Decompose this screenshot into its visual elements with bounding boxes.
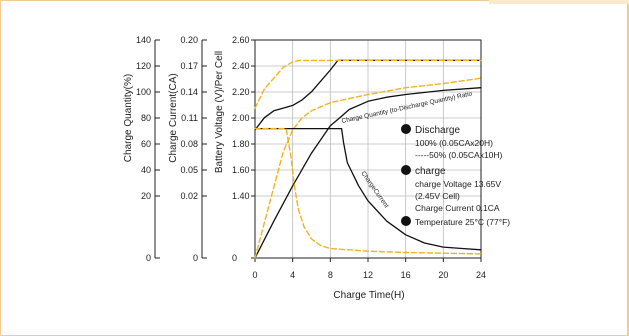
voltage-tick-label-5: 1.60 [232, 165, 250, 175]
charge-current-tick-label-1: 0.17 [180, 61, 198, 71]
series-lines [254, 59, 482, 259]
axes [154, 39, 482, 262]
charge-quantity-tick-label-6: 20 [141, 191, 151, 201]
charge-quantity-tick-label-3: 80 [141, 113, 151, 123]
voltage-tick-label-3: 2.00 [232, 113, 250, 123]
charge-current-tick-label-4: 0.08 [180, 139, 198, 149]
x-tick-label-8: 8 [328, 270, 333, 280]
charge-current-axis-title: Charge Current(CA) [168, 73, 179, 162]
x-tick-label-24: 24 [476, 270, 486, 280]
charge-quantity-tick-label-0: 140 [136, 35, 151, 45]
series-line-4 [254, 127, 482, 251]
legend-charge: charge charge Voltage 13.65V (2.45V Cell… [401, 165, 501, 213]
series-line-3 [254, 77, 482, 259]
series-line-1 [254, 59, 482, 109]
charge-current-tick-label-0: 0.20 [180, 35, 198, 45]
charge-current-tick-label-2: 0.14 [180, 87, 198, 97]
charge-current-tick-label-7: 0 [193, 253, 198, 263]
legend-bullet-temperature [401, 216, 411, 226]
legend-discharge-100: 100% (0.05CAx20H) [415, 138, 493, 148]
current-curve-label: ChargeCurrent [359, 170, 390, 209]
legend-charge-current: Charge Current 0.1CA [415, 203, 500, 213]
legend-charge-cell: (2.45V Cell) [415, 191, 460, 201]
voltage-tick-label-6: 1.40 [232, 191, 250, 201]
x-tick-label-16: 16 [401, 270, 411, 280]
x-tick-label-0: 0 [252, 270, 257, 280]
voltage-axis-title: Battery Voltage (V)/Per Cell [214, 51, 225, 173]
voltage-tick-label-0: 2.60 [232, 35, 250, 45]
legend-discharge-50: -----50% (0.05CAx10H) [415, 150, 503, 160]
legend: Discharge 100% (0.05CAx20H) -----50% (0.… [401, 124, 510, 227]
charge-quantity-tick-label-7: 0 [146, 253, 151, 263]
series-line-2 [254, 87, 482, 259]
legend-discharge: Discharge 100% (0.05CAx20H) -----50% (0.… [401, 124, 503, 160]
charge-quantity-axis-title: Charge Quantity(%) [123, 74, 134, 162]
charge-quantity-tick-label-2: 100 [136, 87, 151, 97]
legend-temperature: Temperature 25°C (77°F) [401, 216, 510, 227]
charge-quantity-tick-label-1: 120 [136, 61, 151, 71]
legend-temperature-text: Temperature 25°C (77°F) [415, 217, 510, 227]
x-tick-label-12: 12 [363, 270, 373, 280]
charge-current-tick-labels: 0.20 0.17 0.14 0.11 0.08 0.05 0.02 0 [180, 35, 198, 263]
legend-discharge-title: Discharge [415, 125, 460, 136]
series-line-5 [254, 127, 482, 255]
voltage-tick-label-2: 2.20 [232, 87, 250, 97]
legend-charge-voltage: charge Voltage 13.65V [415, 179, 501, 189]
legend-bullet-charge [401, 165, 411, 175]
legend-charge-title: charge [415, 166, 446, 177]
x-axis-title: Charge Time(H) [333, 290, 404, 301]
charge-quantity-tick-labels: 140 120 100 80 60 40 20 0 [136, 35, 151, 263]
x-tick-label-4: 4 [290, 270, 295, 280]
legend-bullet-discharge [401, 124, 411, 134]
charge-current-tick-label-5: 0.05 [180, 165, 198, 175]
voltage-tick-label-4: 1.80 [232, 139, 250, 149]
accent-strip [489, 0, 629, 4]
x-tick-labels: 0 4 8 12 16 20 24 [252, 270, 486, 280]
voltage-tick-labels: 2.60 2.40 2.20 2.00 1.80 1.60 1.40 0 [232, 35, 250, 263]
charge-quantity-tick-label-5: 40 [141, 165, 151, 175]
voltage-tick-label-1: 2.40 [232, 61, 250, 71]
charge-current-tick-label-3: 0.11 [181, 113, 198, 123]
charge-current-tick-label-6: 0.02 [180, 191, 198, 201]
charge-quantity-tick-label-4: 60 [141, 139, 151, 149]
voltage-tick-label-7: 0 [232, 253, 237, 263]
x-tick-label-20: 20 [438, 270, 448, 280]
